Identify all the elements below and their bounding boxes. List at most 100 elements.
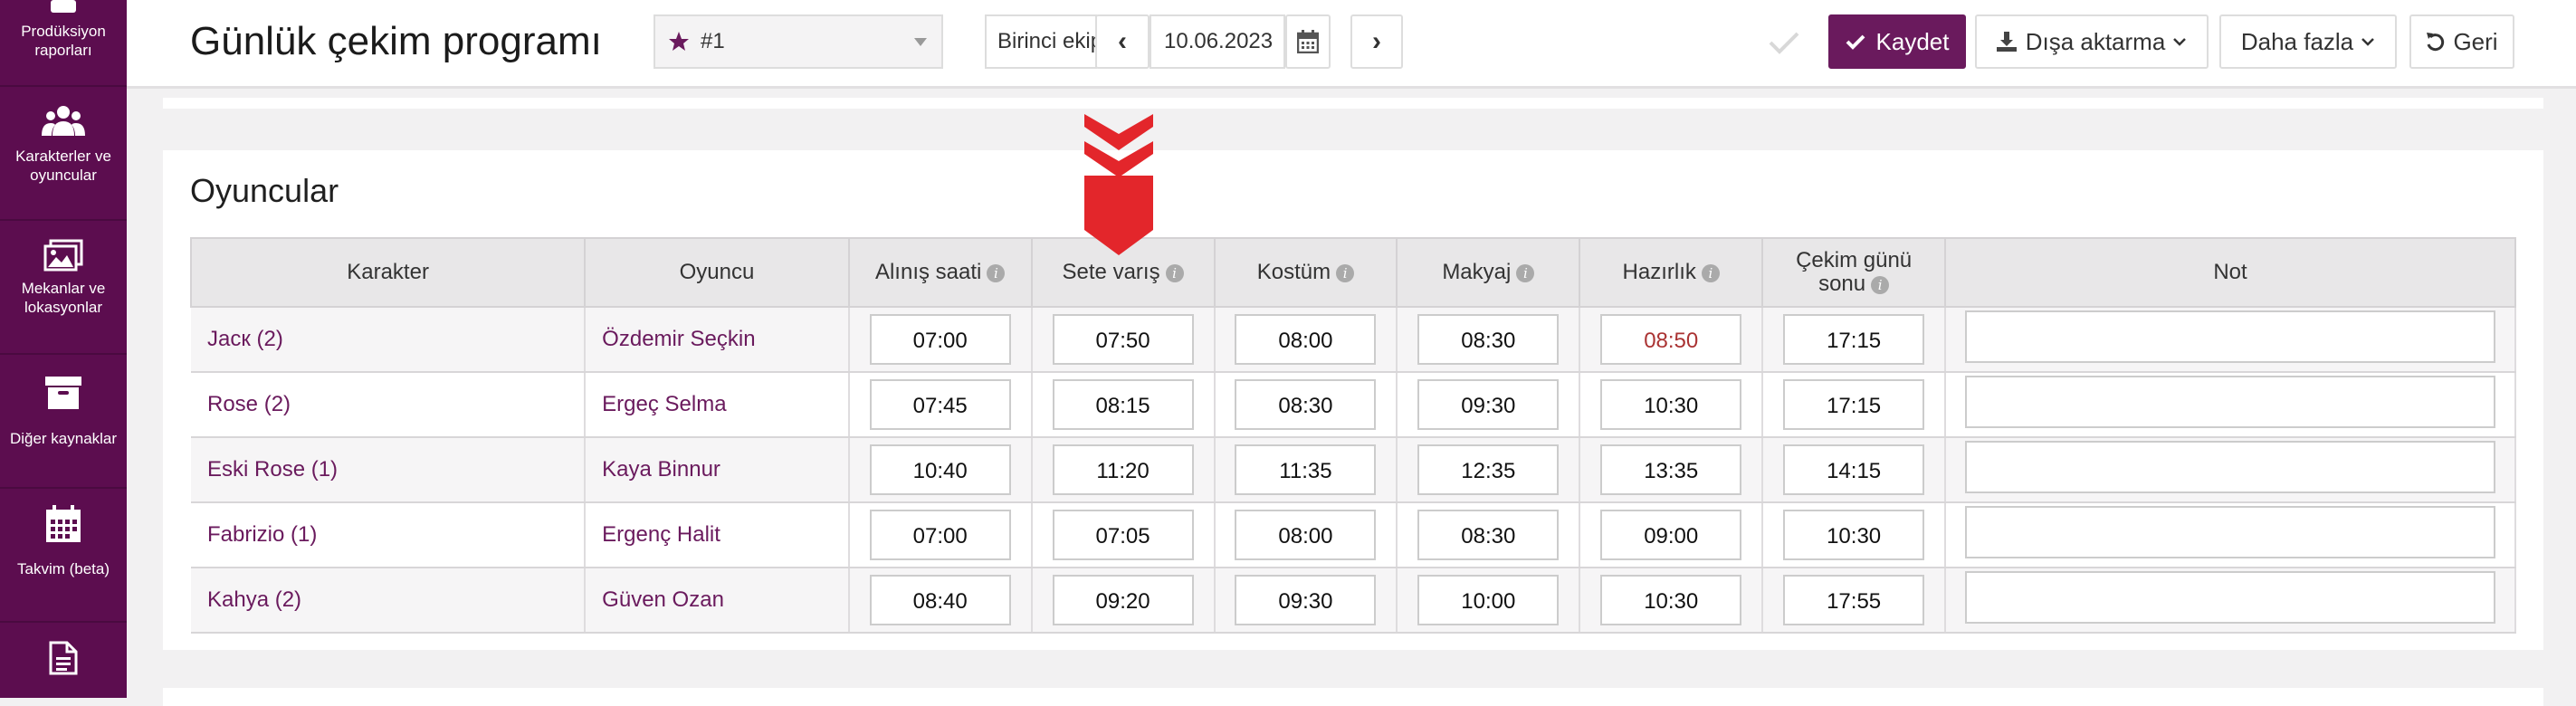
costume-time-input[interactable]: 08:30	[1235, 379, 1377, 430]
info-icon[interactable]: i	[1871, 275, 1890, 294]
wrap-time-input[interactable]: 14:15	[1783, 444, 1925, 495]
archive-box-icon	[45, 377, 81, 409]
download-icon	[1996, 32, 2017, 52]
costume-time-input[interactable]: 11:35	[1235, 444, 1377, 495]
chevron-down-icon	[2173, 38, 2187, 46]
pickup-time-input[interactable]: 07:00	[869, 510, 1011, 560]
makeup-time-input[interactable]: 08:30	[1417, 314, 1560, 365]
calendar-icon	[1297, 30, 1319, 53]
report-icon	[51, 0, 76, 13]
character-link[interactable]: Eski Rose (1)	[191, 437, 587, 503]
sidebar-item-characters-actors[interactable]: Karakterler ve oyuncular	[0, 87, 127, 221]
wrap-time-input[interactable]: 17:15	[1783, 314, 1925, 365]
info-icon[interactable]: i	[987, 263, 1006, 282]
more-button[interactable]: Daha fazla	[2219, 14, 2397, 69]
character-link[interactable]: Jacк (2)	[191, 307, 587, 373]
sidebar-item-calendar[interactable]: Takvim (beta)	[0, 489, 127, 623]
ready-time-input[interactable]: 08:50	[1600, 314, 1742, 365]
character-link[interactable]: Rose (2)	[191, 372, 587, 438]
team-select[interactable]: Birinci ekip	[985, 14, 1097, 69]
ready-time-input[interactable]: 10:30	[1600, 379, 1742, 430]
back-button[interactable]: Geri	[2409, 14, 2514, 69]
chevron-right-icon: ›	[1372, 26, 1381, 56]
sidebar-item-documents[interactable]	[0, 623, 127, 698]
image-icon	[43, 239, 83, 272]
sidebar-item-label: Karakterler ve oyuncular	[15, 148, 111, 184]
more-button-label: Daha fazla	[2240, 27, 2354, 55]
set-arrival-input[interactable]: 07:05	[1052, 510, 1194, 560]
table-row: Fabrizio (1) Ergenç Halit 07:00 07:05 08…	[191, 502, 2516, 568]
prev-date-button[interactable]: ‹	[1095, 14, 1150, 69]
sidebar: Prodüksiyon raporları Karakterler ve oyu…	[0, 0, 127, 698]
pickup-time-input[interactable]: 07:00	[869, 314, 1011, 365]
calendar-icon	[46, 505, 81, 542]
actor-link[interactable]: Ergeç Selma	[585, 372, 850, 438]
ready-time-input[interactable]: 09:00	[1600, 510, 1742, 560]
info-icon[interactable]: i	[1516, 263, 1535, 282]
pickup-time-input[interactable]: 08:40	[869, 575, 1011, 625]
pickup-time-input[interactable]: 10:40	[869, 444, 1011, 495]
wrap-time-input[interactable]: 17:55	[1783, 575, 1925, 625]
character-link[interactable]: Kahya (2)	[191, 568, 587, 634]
info-icon[interactable]: i	[1336, 263, 1355, 282]
pickup-time-input[interactable]: 07:45	[869, 379, 1011, 430]
wrap-time-input[interactable]: 17:15	[1783, 379, 1925, 430]
date-input[interactable]: 10.06.2023	[1150, 14, 1285, 69]
save-button-label: Kaydet	[1875, 27, 1950, 55]
note-input[interactable]	[1965, 505, 2496, 558]
ready-time-input[interactable]: 10:30	[1600, 575, 1742, 625]
table-row: Jacк (2) Özdemir Seçkin 07:00 07:50 08:0…	[191, 307, 2516, 373]
actor-link[interactable]: Kaya Binnur	[585, 437, 850, 503]
actors-table: Karakter Oyuncu Alınış saati i Sete varış…	[189, 237, 2516, 634]
wrap-time-input[interactable]: 10:30	[1783, 510, 1925, 560]
makeup-time-input[interactable]: 10:00	[1417, 575, 1560, 625]
undo-icon	[2427, 33, 2445, 52]
down-arrow-annotation-icon	[1084, 114, 1153, 255]
check-icon	[1846, 34, 1865, 50]
document-icon	[49, 641, 78, 675]
schedule-select[interactable]: #1	[654, 14, 943, 69]
character-link[interactable]: Fabrizio (1)	[191, 502, 587, 568]
set-arrival-input[interactable]: 07:50	[1052, 314, 1194, 365]
sidebar-item-label: Prodüksiyon raporları	[21, 23, 106, 59]
note-input[interactable]	[1965, 570, 2496, 624]
costume-time-input[interactable]: 08:00	[1235, 314, 1377, 365]
makeup-time-input[interactable]: 09:30	[1417, 379, 1560, 430]
actor-link[interactable]: Güven Ozan	[585, 568, 850, 634]
costume-time-input[interactable]: 08:00	[1235, 510, 1377, 560]
collapsed-panel	[163, 98, 2543, 109]
caret-down-icon	[914, 38, 927, 46]
note-input[interactable]	[1965, 375, 2496, 428]
note-input[interactable]	[1965, 440, 2496, 493]
set-arrival-input[interactable]: 09:20	[1052, 575, 1194, 625]
info-icon[interactable]: i	[1701, 263, 1720, 282]
sidebar-item-other-resources[interactable]: Diğer kaynaklar	[0, 355, 127, 489]
note-input[interactable]	[1965, 310, 2496, 363]
sidebar-item-production-reports[interactable]: Prodüksiyon raporları	[0, 0, 127, 87]
users-icon	[42, 106, 85, 136]
costume-time-input[interactable]: 09:30	[1235, 575, 1377, 625]
info-icon[interactable]: i	[1165, 263, 1184, 282]
export-button-label: Dışa aktarma	[2025, 27, 2166, 55]
star-icon	[669, 32, 689, 51]
save-button[interactable]: Kaydet	[1828, 14, 1966, 69]
set-arrival-input[interactable]: 11:20	[1052, 444, 1194, 495]
export-button[interactable]: Dışa aktarma	[1975, 14, 2209, 69]
actor-link[interactable]: Özdemir Seçkin	[585, 307, 850, 373]
date-picker-button[interactable]	[1285, 14, 1331, 69]
table-row: Eski Rose (1) Kaya Binnur 10:40 11:20 11…	[191, 437, 2516, 503]
section-title: Oyuncular	[190, 172, 339, 209]
team-select-value: Birinci ekip	[997, 29, 1097, 53]
actor-link[interactable]: Ergenç Halit	[585, 502, 850, 568]
column-header-costume: Kostüm i	[1213, 237, 1398, 308]
makeup-time-input[interactable]: 08:30	[1417, 510, 1560, 560]
makeup-time-input[interactable]: 12:35	[1417, 444, 1560, 495]
column-header-ready: Hazırlık i	[1579, 237, 1764, 308]
schedule-select-value: #1	[701, 29, 725, 53]
sidebar-item-label: Takvim (beta)	[16, 560, 110, 577]
set-arrival-input[interactable]: 08:15	[1052, 379, 1194, 430]
next-date-button[interactable]: ›	[1350, 14, 1403, 69]
ready-time-input[interactable]: 13:35	[1600, 444, 1742, 495]
check-status-icon	[1769, 32, 1799, 54]
sidebar-item-locations[interactable]: Mekanlar ve lokasyonlar	[0, 221, 127, 355]
